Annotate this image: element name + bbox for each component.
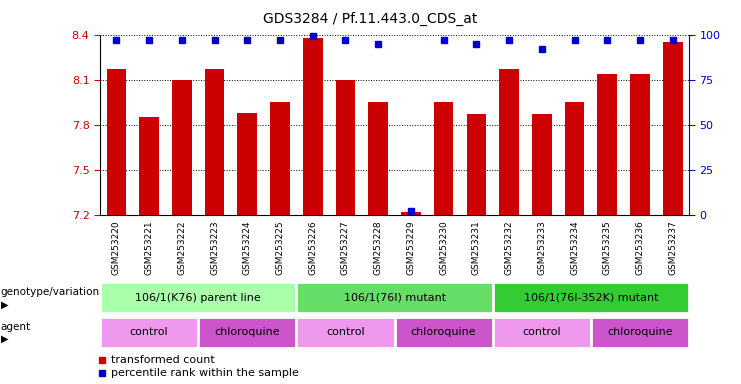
Text: ▶: ▶ <box>1 300 8 310</box>
Bar <box>401 212 421 215</box>
Bar <box>493 282 689 313</box>
Text: genotype/variation: genotype/variation <box>1 287 100 298</box>
Bar <box>630 74 650 215</box>
Bar <box>107 69 126 215</box>
Bar <box>172 80 192 215</box>
Text: GSM253235: GSM253235 <box>603 220 612 275</box>
Text: GSM253234: GSM253234 <box>570 220 579 275</box>
Text: GSM253220: GSM253220 <box>112 220 121 275</box>
Bar <box>433 102 453 215</box>
Text: control: control <box>130 327 168 337</box>
Bar <box>237 113 257 215</box>
Text: GSM253231: GSM253231 <box>472 220 481 275</box>
Text: agent: agent <box>1 322 31 332</box>
Bar <box>597 74 617 215</box>
Text: GSM253224: GSM253224 <box>243 220 252 275</box>
Text: GSM253225: GSM253225 <box>276 220 285 275</box>
Bar <box>296 282 493 313</box>
Text: control: control <box>326 327 365 337</box>
Bar <box>467 114 486 215</box>
Bar <box>199 316 296 348</box>
Text: GSM253226: GSM253226 <box>308 220 317 275</box>
Text: GSM253227: GSM253227 <box>341 220 350 275</box>
Text: 106/1(76I-352K) mutant: 106/1(76I-352K) mutant <box>524 293 658 303</box>
Bar <box>532 114 551 215</box>
Bar <box>205 69 225 215</box>
Text: percentile rank within the sample: percentile rank within the sample <box>111 368 299 379</box>
Bar <box>270 102 290 215</box>
Text: GSM253221: GSM253221 <box>144 220 153 275</box>
Text: GSM253230: GSM253230 <box>439 220 448 275</box>
Bar <box>100 316 199 348</box>
Text: GSM253229: GSM253229 <box>407 220 416 275</box>
Text: GSM253228: GSM253228 <box>373 220 382 275</box>
Text: GSM253222: GSM253222 <box>177 220 186 275</box>
Text: chloroquine: chloroquine <box>607 327 673 337</box>
Text: GSM253232: GSM253232 <box>505 220 514 275</box>
Text: transformed count: transformed count <box>111 355 215 365</box>
Text: ▶: ▶ <box>1 334 8 344</box>
Bar <box>296 316 394 348</box>
Text: chloroquine: chloroquine <box>411 327 476 337</box>
Text: 106/1(K76) parent line: 106/1(K76) parent line <box>136 293 261 303</box>
Bar <box>336 80 356 215</box>
Bar <box>368 102 388 215</box>
Bar <box>565 102 585 215</box>
Text: GSM253236: GSM253236 <box>636 220 645 275</box>
Text: 106/1(76I) mutant: 106/1(76I) mutant <box>344 293 445 303</box>
Bar <box>499 69 519 215</box>
Text: GDS3284 / Pf.11.443.0_CDS_at: GDS3284 / Pf.11.443.0_CDS_at <box>263 12 478 26</box>
Text: GSM253223: GSM253223 <box>210 220 219 275</box>
Bar <box>591 316 689 348</box>
Bar <box>493 316 591 348</box>
Bar <box>100 282 296 313</box>
Text: GSM253233: GSM253233 <box>537 220 546 275</box>
Bar <box>139 117 159 215</box>
Text: chloroquine: chloroquine <box>214 327 280 337</box>
Text: control: control <box>522 327 561 337</box>
Bar <box>303 38 322 215</box>
Text: GSM253237: GSM253237 <box>668 220 677 275</box>
Bar <box>663 42 682 215</box>
Bar <box>394 316 493 348</box>
